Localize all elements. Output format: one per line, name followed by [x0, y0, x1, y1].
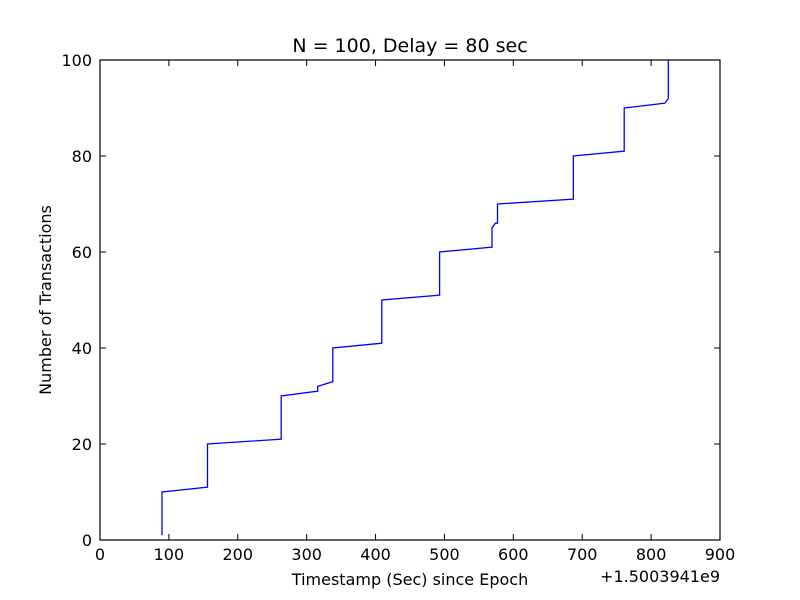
- plot-frame: [99, 59, 721, 541]
- y-tick-label: 40: [72, 339, 92, 358]
- y-axis-label: Number of Transactions: [36, 205, 55, 395]
- y-tick-label: 0: [82, 531, 92, 550]
- x-tick-label: 200: [223, 545, 254, 564]
- chart-title: N = 100, Delay = 80 sec: [292, 35, 527, 57]
- x-tick-label: 400: [360, 545, 391, 564]
- x-tick-label: 600: [498, 545, 529, 564]
- x-tick-label: 700: [567, 545, 598, 564]
- y-tick-label: 80: [72, 147, 92, 166]
- y-tick-label: 60: [72, 243, 92, 262]
- y-tick-label: 100: [61, 51, 92, 70]
- x-axis-offset-label: +1.5003941e9: [600, 567, 720, 586]
- x-tick-label: 800: [636, 545, 667, 564]
- x-axis-label: Timestamp (Sec) since Epoch: [291, 570, 528, 589]
- x-tick-label: 0: [95, 545, 105, 564]
- x-tick-label: 300: [291, 545, 322, 564]
- x-tick-label: 900: [705, 545, 736, 564]
- plot-area: 0 100 200 300 400 500 600 700 800 900 0 20 40 60 80 100: [61, 51, 735, 564]
- x-tick-label: 100: [154, 545, 185, 564]
- series-line-0: [161, 60, 669, 536]
- x-tick-label: 500: [429, 545, 460, 564]
- y-tick-label: 20: [72, 435, 92, 454]
